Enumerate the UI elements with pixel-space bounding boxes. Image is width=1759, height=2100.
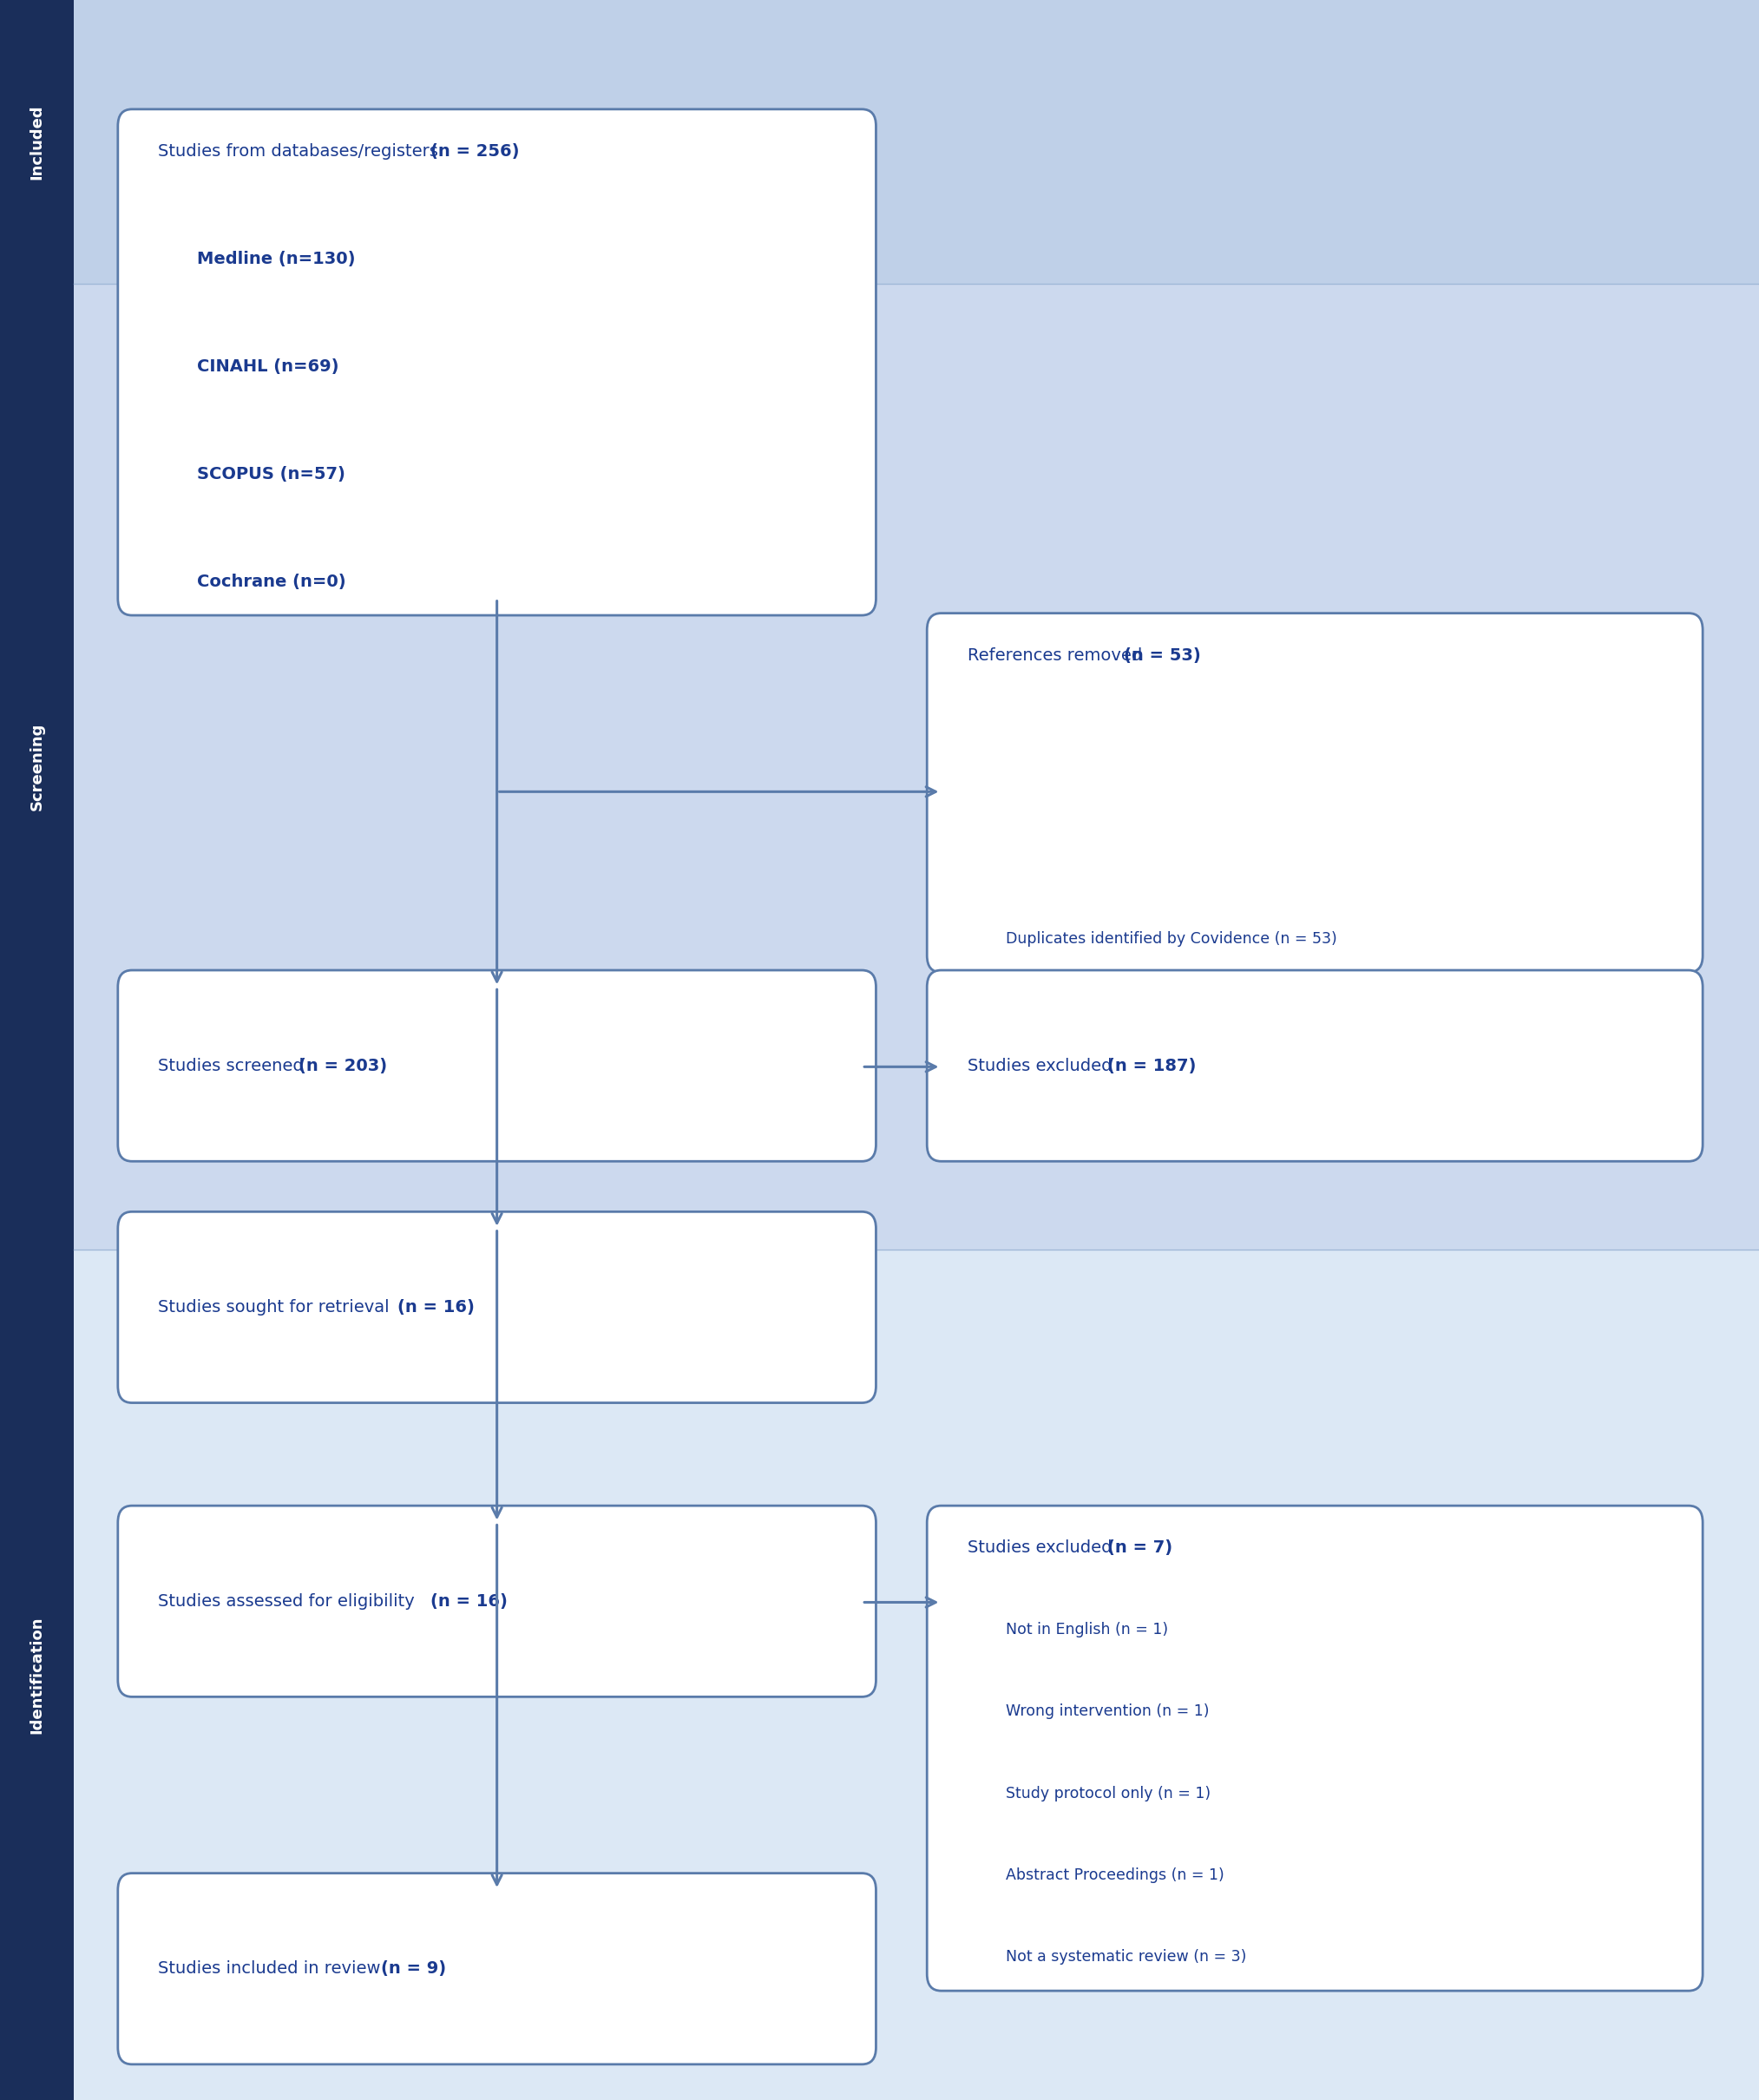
Text: Not a systematic review (n = 3): Not a systematic review (n = 3) — [1006, 1949, 1247, 1966]
Text: SCOPUS (n=57): SCOPUS (n=57) — [197, 466, 345, 483]
Text: Studies assessed for eligibility: Studies assessed for eligibility — [158, 1594, 420, 1609]
FancyBboxPatch shape — [0, 0, 74, 284]
Text: Medline (n=130): Medline (n=130) — [197, 250, 355, 267]
FancyBboxPatch shape — [74, 0, 1759, 284]
Text: Cochrane (n=0): Cochrane (n=0) — [197, 573, 347, 590]
Text: Studies from databases/registers: Studies from databases/registers — [158, 143, 443, 160]
Text: (n = 7): (n = 7) — [1108, 1539, 1173, 1556]
Text: (n = 203): (n = 203) — [299, 1058, 387, 1073]
Text: Studies sought for retrieval: Studies sought for retrieval — [158, 1300, 396, 1315]
Text: (n = 16): (n = 16) — [431, 1594, 508, 1609]
FancyBboxPatch shape — [0, 1249, 74, 2100]
FancyBboxPatch shape — [118, 1506, 876, 1697]
FancyBboxPatch shape — [927, 970, 1703, 1161]
Text: Identification: Identification — [30, 1617, 44, 1732]
Text: (n = 53): (n = 53) — [1124, 647, 1201, 664]
Text: Studies excluded: Studies excluded — [967, 1539, 1117, 1556]
Text: (n = 9): (n = 9) — [382, 1961, 447, 1976]
FancyBboxPatch shape — [118, 1212, 876, 1403]
Text: (n = 187): (n = 187) — [1108, 1058, 1196, 1073]
Text: Not in English (n = 1): Not in English (n = 1) — [1006, 1621, 1168, 1638]
Text: Study protocol only (n = 1): Study protocol only (n = 1) — [1006, 1785, 1210, 1802]
FancyBboxPatch shape — [118, 109, 876, 615]
Text: Duplicates identified by Covidence (n = 53): Duplicates identified by Covidence (n = … — [1006, 930, 1337, 947]
FancyBboxPatch shape — [74, 284, 1759, 1249]
Text: (n = 16): (n = 16) — [398, 1300, 475, 1315]
FancyBboxPatch shape — [74, 1249, 1759, 2100]
Text: Abstract Proceedings (n = 1): Abstract Proceedings (n = 1) — [1006, 1867, 1224, 1884]
FancyBboxPatch shape — [118, 970, 876, 1161]
Text: Studies excluded: Studies excluded — [967, 1058, 1117, 1073]
Text: Included: Included — [30, 105, 44, 178]
FancyBboxPatch shape — [927, 613, 1703, 972]
Text: Screening: Screening — [30, 722, 44, 811]
Text: Studies included in review: Studies included in review — [158, 1961, 387, 1976]
FancyBboxPatch shape — [118, 1873, 876, 2064]
FancyBboxPatch shape — [927, 1506, 1703, 1991]
FancyBboxPatch shape — [0, 284, 74, 1249]
Text: Wrong intervention (n = 1): Wrong intervention (n = 1) — [1006, 1703, 1210, 1720]
Text: CINAHL (n=69): CINAHL (n=69) — [197, 359, 339, 374]
Text: References removed: References removed — [967, 647, 1147, 664]
Text: Studies screened: Studies screened — [158, 1058, 310, 1073]
Text: (n = 256): (n = 256) — [431, 143, 519, 160]
